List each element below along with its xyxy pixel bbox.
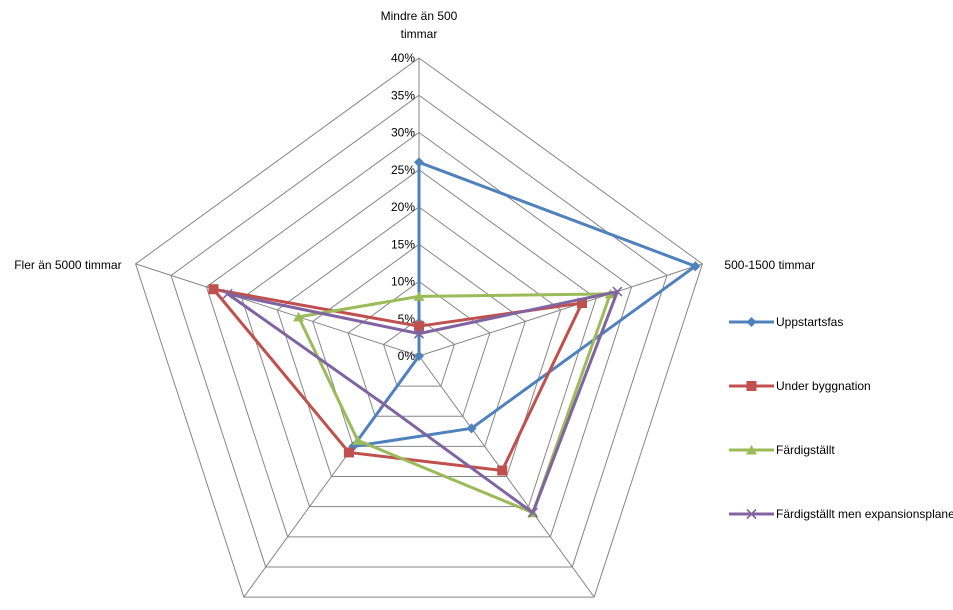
data-point: [466, 423, 477, 434]
data-point: [378, 399, 390, 410]
tick-label: 30%: [391, 126, 415, 140]
tick-label: 10%: [391, 275, 415, 289]
data-point: [414, 157, 424, 168]
data-point: [576, 298, 587, 309]
data-point: [343, 447, 354, 458]
series-line: [226, 290, 619, 515]
data-point: [293, 311, 305, 322]
data-point: [413, 291, 425, 301]
data-point: [413, 328, 425, 339]
tick-label: 35%: [391, 88, 415, 102]
legend-item: Färdigställt: [729, 443, 835, 457]
data-point: [414, 351, 424, 361]
tick-label: 25%: [391, 163, 415, 177]
data-point: [746, 445, 757, 455]
series-1: [208, 284, 587, 476]
tick-label: 40%: [391, 51, 415, 65]
data-point: [527, 507, 538, 518]
legend-label: Färdigställt men expansionsplaner: [776, 507, 953, 521]
category-label: 500-1500 timmar: [724, 258, 815, 272]
grid-spoke-2: [418, 355, 595, 598]
legend-label: Färdigställt: [776, 443, 835, 457]
grid-ring-8: [134, 57, 704, 598]
tick-label: 20%: [391, 200, 415, 214]
grid-ring-3: [312, 243, 526, 447]
grid-ring-4: [276, 206, 562, 478]
grid-ring-5: [241, 169, 597, 508]
data-point: [746, 317, 757, 327]
series-3: [222, 286, 623, 518]
grid-ring-2: [347, 280, 491, 417]
legend-item: Under byggnation: [729, 379, 871, 393]
grid-ring-6: [205, 131, 633, 538]
data-point: [746, 381, 757, 391]
data-point: [414, 321, 424, 332]
tick-label: 0%: [398, 349, 416, 363]
data-point: [690, 261, 701, 272]
legend-item: Uppstartsfas: [729, 315, 843, 329]
category-label: Fler än 5000 timmar: [14, 258, 121, 272]
data-point: [612, 286, 623, 297]
data-point: [497, 465, 508, 476]
data-point: [746, 508, 757, 520]
radial-tick-labels: 0%5%10%15%20%25%30%35%40%: [391, 51, 415, 363]
legend-label: Uppstartsfas: [776, 315, 843, 329]
series-line: [212, 287, 584, 473]
data-point: [222, 288, 233, 299]
grid-spoke-1: [418, 263, 703, 357]
legend-item: Färdigställt men expansionsplaner: [729, 507, 953, 521]
data-point: [352, 435, 364, 445]
legend: Uppstartsfas Under byggnation Färdigställt…: [729, 315, 953, 521]
tick-label: 15%: [391, 237, 415, 251]
data-point: [208, 284, 219, 295]
category-label: Mindre än 500 timmar: [381, 9, 458, 41]
grid-spoke-4: [135, 263, 420, 357]
legend-label: Under byggnation: [776, 379, 871, 393]
grid-ring-1: [382, 318, 456, 387]
grid-ring-7: [170, 94, 668, 568]
series-layer: [208, 157, 701, 518]
